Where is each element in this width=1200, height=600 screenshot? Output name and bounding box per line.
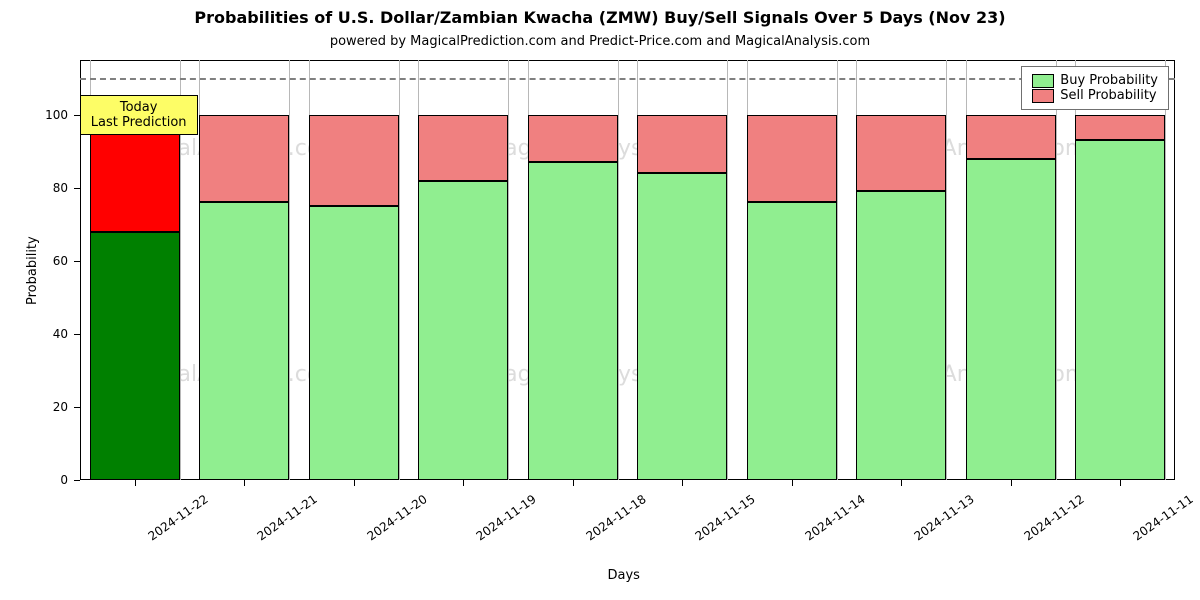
y-tick-label: 80 [0, 181, 68, 195]
x-tick-label: 2024-11-12 [1021, 492, 1086, 543]
x-tick [1011, 480, 1012, 486]
bar-sell [637, 115, 727, 173]
bar-buy [528, 162, 618, 480]
bar-buy [418, 181, 508, 480]
grid-line [399, 60, 400, 480]
y-tick-label: 40 [0, 327, 68, 341]
legend-item: Sell Probability [1032, 88, 1158, 103]
chart-subtitle: powered by MagicalPrediction.com and Pre… [0, 34, 1200, 49]
bar-sell [966, 115, 1056, 159]
bar-buy [637, 173, 727, 480]
axis-spine-right [1174, 60, 1175, 480]
legend-item: Buy Probability [1032, 73, 1158, 88]
x-tick-label: 2024-11-13 [912, 492, 977, 543]
figure: Probabilities of U.S. Dollar/Zambian Kwa… [0, 0, 1200, 600]
axis-spine-top [80, 60, 1175, 61]
grid-line [946, 60, 947, 480]
x-tick-label: 2024-11-15 [693, 492, 758, 543]
x-tick [354, 480, 355, 486]
y-axis-label: Probability [25, 236, 40, 305]
bar-sell [199, 115, 289, 203]
x-tick-label: 2024-11-19 [474, 492, 539, 543]
grid-line [508, 60, 509, 480]
y-tick-label: 100 [0, 108, 68, 122]
x-tick [901, 480, 902, 486]
x-tick [244, 480, 245, 486]
bar-buy [199, 202, 289, 480]
x-tick-label: 2024-11-11 [1131, 492, 1196, 543]
grid-line [837, 60, 838, 480]
grid-line [289, 60, 290, 480]
x-tick-label: 2024-11-14 [802, 492, 867, 543]
bar-buy [966, 159, 1056, 480]
y-tick-label: 20 [0, 400, 68, 414]
x-tick [1120, 480, 1121, 486]
bar-sell [418, 115, 508, 181]
bar-sell [747, 115, 837, 203]
today-callout-line1: Today [91, 100, 187, 115]
y-tick [74, 188, 80, 189]
legend-label: Buy Probability [1060, 73, 1158, 88]
y-tick-label: 60 [0, 254, 68, 268]
bar-sell [528, 115, 618, 162]
today-callout: TodayLast Prediction [80, 95, 198, 135]
x-axis-label: Days [608, 568, 640, 583]
bar-buy [90, 232, 180, 480]
legend-label: Sell Probability [1060, 88, 1156, 103]
y-tick-label: 0 [0, 473, 68, 487]
x-tick [463, 480, 464, 486]
plot-area: MagicalAnalysis.comMagicalAnalysis.comMa… [80, 60, 1175, 480]
x-tick-label: 2024-11-21 [255, 492, 320, 543]
bar-buy [1075, 140, 1165, 480]
x-tick [792, 480, 793, 486]
legend-swatch [1032, 74, 1054, 88]
x-tick [135, 480, 136, 486]
reference-line-max [80, 78, 1175, 80]
legend-swatch [1032, 89, 1054, 103]
x-tick [573, 480, 574, 486]
bar-sell [856, 115, 946, 192]
y-tick [74, 334, 80, 335]
bar-buy [309, 206, 399, 480]
x-tick-label: 2024-11-18 [583, 492, 648, 543]
grid-line [727, 60, 728, 480]
chart-title: Probabilities of U.S. Dollar/Zambian Kwa… [0, 8, 1200, 27]
x-tick-label: 2024-11-22 [145, 492, 210, 543]
grid-line [1056, 60, 1057, 480]
bar-buy [856, 191, 946, 480]
y-tick [74, 480, 80, 481]
grid-line [1165, 60, 1166, 480]
x-tick-label: 2024-11-20 [364, 492, 429, 543]
grid-line [618, 60, 619, 480]
y-tick [74, 407, 80, 408]
legend: Buy ProbabilitySell Probability [1021, 66, 1169, 110]
today-callout-line2: Last Prediction [91, 115, 187, 130]
bar-buy [747, 202, 837, 480]
x-tick [682, 480, 683, 486]
y-tick [74, 261, 80, 262]
bar-sell [309, 115, 399, 206]
bar-sell [1075, 115, 1165, 141]
